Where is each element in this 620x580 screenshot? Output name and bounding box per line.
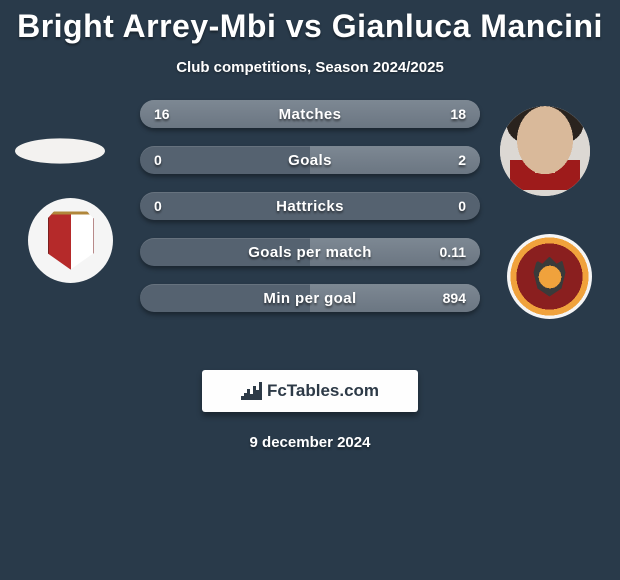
stat-value-left: 16 <box>154 106 170 122</box>
watermark-badge: FcTables.com <box>202 370 418 412</box>
bar-chart-icon <box>241 382 263 400</box>
stat-value-left: 0 <box>154 198 162 214</box>
stat-row: Goals per match 0.11 <box>140 238 480 266</box>
stat-label: Matches <box>279 106 342 123</box>
stat-label: Min per goal <box>263 290 356 307</box>
page-subtitle: Club competitions, Season 2024/2025 <box>0 59 620 76</box>
stat-value-right: 894 <box>443 290 466 306</box>
stat-value-right: 0 <box>458 198 466 214</box>
shield-icon <box>48 212 94 270</box>
player-left-avatar <box>15 138 105 163</box>
wolf-icon <box>530 257 570 297</box>
stat-label: Goals per match <box>248 244 372 261</box>
page-title: Bright Arrey-Mbi vs Gianluca Mancini <box>0 0 620 45</box>
face-icon <box>500 106 590 196</box>
stat-fill-right <box>310 146 480 174</box>
stat-label: Goals <box>288 152 332 169</box>
generation-date: 9 december 2024 <box>0 434 620 451</box>
stat-value-left: 0 <box>154 152 162 168</box>
watermark-text: FcTables.com <box>267 381 379 401</box>
bar-icon <box>259 382 262 400</box>
stat-row: 0 Goals 2 <box>140 146 480 174</box>
stat-row: Min per goal 894 <box>140 284 480 312</box>
stat-row: 16 Matches 18 <box>140 100 480 128</box>
stat-value-right: 2 <box>458 152 466 168</box>
club-left-badge <box>28 198 113 283</box>
stat-label: Hattricks <box>276 198 344 215</box>
comparison-panel: 16 Matches 18 0 Goals 2 0 Hattricks 0 Go… <box>0 106 620 366</box>
stat-rows: 16 Matches 18 0 Goals 2 0 Hattricks 0 Go… <box>140 100 480 330</box>
stat-value-right: 0.11 <box>440 244 466 260</box>
player-right-avatar <box>500 106 590 196</box>
stat-value-right: 18 <box>450 106 466 122</box>
club-right-badge <box>507 234 592 319</box>
stat-row: 0 Hattricks 0 <box>140 192 480 220</box>
